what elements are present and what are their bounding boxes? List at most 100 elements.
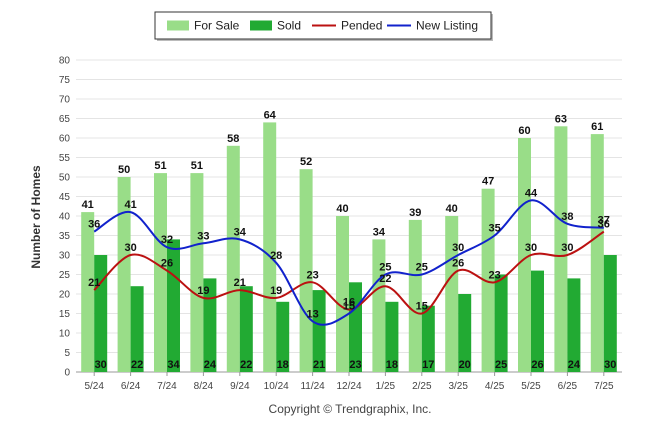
label-for-sale: 47 (482, 176, 494, 188)
data-labels: 41 30 50 22 51 34 51 24 58 22 64 18 52 21 40 23 34 18 39 17… (82, 109, 617, 371)
label-pended: 26 (452, 258, 464, 270)
label-for-sale: 52 (300, 156, 312, 168)
label-pended: 26 (161, 258, 173, 270)
bar-sold (531, 270, 544, 372)
label-for-sale: 40 (336, 203, 348, 215)
label-pended: 21 (88, 277, 100, 289)
x-tick-label: 2/25 (412, 381, 432, 392)
label-new-listing: 15 (343, 301, 355, 313)
label-sold: 17 (422, 359, 434, 371)
bar-sold (603, 255, 617, 372)
legend-swatch-for-sale (167, 20, 189, 31)
y-tick-label: 0 (64, 368, 70, 379)
bar-sold (312, 290, 326, 372)
lines (93, 199, 605, 326)
y-axis-label: Number of Homes (29, 165, 43, 269)
label-sold: 21 (313, 359, 325, 371)
x-tick-label: 8/24 (194, 381, 214, 392)
label-new-listing: 35 (488, 223, 500, 235)
label-new-listing: 13 (306, 308, 318, 320)
label-sold: 23 (349, 359, 361, 371)
label-new-listing: 44 (525, 187, 538, 199)
legend: For Sale Sold Pended New Listing (154, 11, 493, 41)
y-tick-label: 65 (59, 114, 71, 125)
bar-sold (276, 301, 290, 372)
label-for-sale: 51 (154, 160, 166, 172)
legend-label-for-sale: For Sale (194, 19, 240, 33)
y-tick-label: 20 (59, 290, 71, 301)
label-sold: 18 (277, 359, 289, 371)
label-sold: 26 (531, 359, 543, 371)
bar-sold (203, 278, 217, 372)
x-tick-label: 10/24 (264, 381, 289, 392)
label-pended: 16 (343, 297, 355, 309)
label-new-listing: 37 (598, 215, 610, 227)
bar-sold (494, 274, 508, 372)
x-tick-label: 6/24 (121, 381, 141, 392)
label-pended: 19 (197, 285, 209, 297)
copyright-credit: Copyright © Trendgraphix, Inc. (269, 402, 432, 416)
label-for-sale: 50 (118, 164, 130, 176)
y-tick-label: 35 (59, 231, 71, 242)
label-pended: 19 (270, 285, 282, 297)
bar-for-sale (481, 188, 495, 372)
label-for-sale: 58 (227, 133, 239, 145)
x-tick-label: 11/24 (300, 381, 325, 392)
bar-sold (421, 305, 435, 372)
label-new-listing: 25 (416, 262, 428, 274)
bar-sold (239, 286, 253, 372)
label-new-listing: 30 (452, 242, 464, 254)
bar-sold (567, 278, 581, 372)
label-pended: 22 (379, 273, 391, 285)
x-ticks: 5/24 6/24 7/24 8/24 9/24 10/24 11/24 12/24 1/25 2… (84, 372, 614, 392)
bar-for-sale (554, 126, 568, 372)
x-tick-label: 7/24 (157, 381, 177, 392)
bar-for-sale (372, 239, 386, 372)
bar-for-sale (263, 122, 277, 373)
label-new-listing: 36 (88, 219, 100, 231)
label-sold: 22 (131, 359, 143, 371)
label-sold: 30 (604, 359, 616, 371)
x-tick-label: 1/25 (376, 381, 396, 392)
bar-for-sale (299, 169, 313, 372)
label-new-listing: 32 (161, 234, 173, 246)
label-for-sale: 60 (518, 125, 530, 137)
label-pended: 23 (306, 269, 318, 281)
label-for-sale: 40 (446, 203, 458, 215)
label-sold: 25 (495, 359, 507, 371)
y-tick-label: 10 (59, 329, 71, 340)
y-tick-label: 15 (59, 309, 71, 320)
bar-for-sale (445, 216, 459, 372)
y-tick-label: 70 (59, 95, 71, 106)
label-new-listing: 33 (197, 230, 209, 242)
label-pended: 30 (525, 242, 537, 254)
legend-label-sold: Sold (277, 19, 301, 33)
bars (81, 122, 617, 373)
label-new-listing: 28 (270, 250, 282, 262)
label-for-sale: 61 (591, 121, 603, 133)
bar-for-sale (336, 216, 349, 372)
label-sold: 24 (204, 359, 217, 371)
y-tick-label: 45 (59, 192, 71, 203)
y-tick-label: 75 (59, 75, 71, 86)
bar-sold (130, 286, 144, 372)
bar-for-sale (590, 134, 604, 372)
x-tick-label: 4/25 (485, 381, 505, 392)
label-sold: 22 (240, 359, 252, 371)
y-tick-label: 5 (64, 348, 70, 359)
label-pended: 36 (598, 219, 610, 231)
x-tick-label: 5/25 (521, 381, 541, 392)
y-tick-label: 50 (59, 173, 71, 184)
label-pended: 21 (234, 277, 246, 289)
label-for-sale: 41 (82, 199, 94, 211)
bar-sold (385, 301, 399, 372)
y-tick-label: 40 (59, 212, 71, 223)
label-for-sale: 34 (373, 226, 386, 238)
bar-for-sale (518, 138, 531, 372)
label-new-listing: 41 (124, 199, 136, 211)
bar-sold (94, 255, 108, 372)
x-tick-label: 6/25 (558, 381, 578, 392)
label-pended: 15 (416, 301, 428, 313)
